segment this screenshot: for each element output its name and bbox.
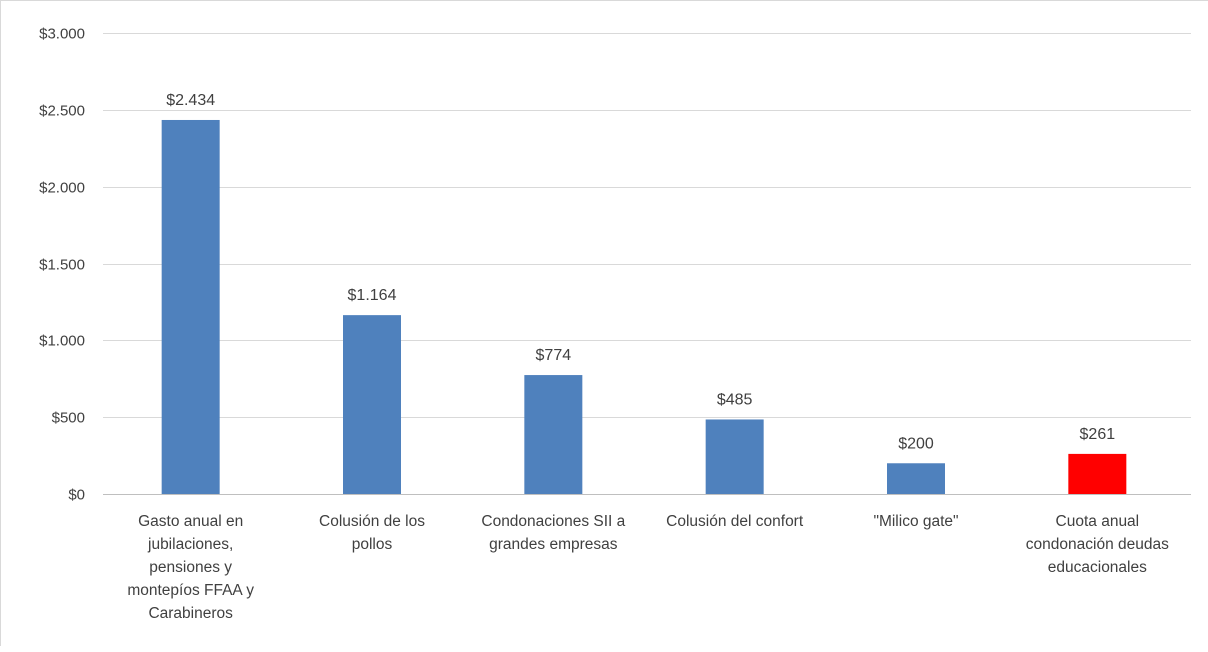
data-label: $261 (1080, 426, 1116, 443)
data-label: $485 (717, 391, 753, 408)
category-label-line: pollos (352, 536, 393, 553)
category-label: "Milico gate" (873, 513, 958, 530)
data-label: $774 (536, 347, 572, 364)
category-label: Cuota anual condonación deudas educacional… (1026, 513, 1169, 576)
category-label: Gasto anual en jubilaciones, pensiones y mo… (127, 513, 254, 622)
y-tick-label: $500 (52, 410, 85, 427)
data-labels: $2.434 $1.164 $774 $485 $200 $261 (166, 92, 1115, 452)
data-label: $1.164 (348, 287, 397, 304)
category-label-line: condonación deudas (1026, 536, 1169, 553)
bar (524, 375, 583, 494)
category-label-line: Cuota anual (1056, 513, 1140, 530)
category-label-line: "Milico gate" (873, 513, 958, 530)
data-label: $200 (898, 435, 934, 452)
category-label-line: Gasto anual en (138, 513, 243, 530)
bars (161, 119, 1127, 494)
category-label-line: Colusión del confort (666, 513, 804, 530)
category-labels: Gasto anual en jubilaciones, pensiones y mo… (127, 513, 1169, 622)
data-label: $2.434 (166, 92, 215, 109)
bar (343, 315, 401, 494)
category-label: Colusión del confort (666, 513, 804, 530)
bar (1068, 453, 1127, 494)
y-axis-tick-labels: $0 $500 $1.000 $1.500 $2.000 $2.500 $3.000 (39, 26, 85, 504)
y-tick-label: $0 (68, 487, 85, 504)
bar (705, 419, 764, 494)
gridlines (103, 33, 1191, 495)
category-label-line: montepíos FFAA y (127, 582, 254, 599)
category-label-line: grandes empresas (489, 536, 618, 553)
category-label: Colusión de los pollos (319, 513, 425, 553)
bar (887, 463, 945, 494)
y-tick-label: $1.000 (39, 333, 85, 350)
category-label-line: pensiones y (149, 559, 232, 576)
category-label: Condonaciones SII a grandes empresas (481, 513, 625, 553)
category-label-line: Carabineros (148, 605, 233, 622)
y-tick-label: $1.500 (39, 257, 85, 274)
category-label-line: Colusión de los (319, 513, 425, 530)
y-tick-label: $2.500 (39, 103, 85, 120)
y-tick-label: $3.000 (39, 26, 85, 43)
category-label-line: Condonaciones SII a (481, 513, 625, 530)
y-tick-label: $2.000 (39, 180, 85, 197)
category-label-line: jubilaciones, (147, 536, 233, 553)
bar (161, 119, 220, 494)
category-label-line: educacionales (1048, 559, 1147, 576)
